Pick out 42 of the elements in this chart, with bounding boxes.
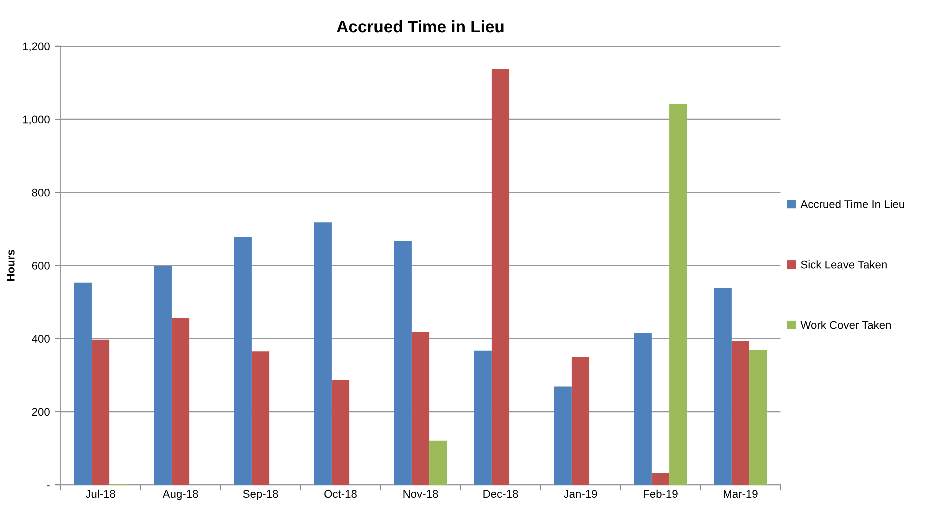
- x-tick-label: Nov-18: [404, 490, 438, 498]
- legend-label: Sick Leave Taken: [801, 260, 887, 269]
- bar: [234, 237, 252, 486]
- y-tick-label: -: [47, 486, 50, 487]
- y-tick-label: 200: [32, 408, 50, 416]
- bar: [492, 69, 510, 486]
- bar: [412, 332, 430, 486]
- x-tick-label: Jan-19: [564, 490, 598, 498]
- bar: [732, 341, 750, 486]
- x-tick-label: Sep-18: [243, 490, 278, 500]
- legend-label: Work Cover Taken: [800, 321, 891, 330]
- bar: [554, 386, 572, 486]
- bar: [394, 241, 412, 486]
- bar: [74, 282, 92, 486]
- y-tick-label: 1,000: [23, 116, 50, 125]
- x-tick-label: Aug-18: [162, 490, 198, 500]
- y-tick-label: 1,200: [23, 42, 50, 52]
- bar: [670, 104, 688, 486]
- x-tick-label: Oct-18: [324, 490, 357, 498]
- chart-title: Accrued Time in Lieu: [337, 20, 504, 33]
- bar: [714, 288, 732, 486]
- x-tick-label: Jul-18: [86, 490, 116, 498]
- bar: [92, 340, 110, 486]
- bar: [430, 440, 448, 486]
- x-tick-label: Mar-19: [724, 490, 758, 498]
- y-axis-title: Hours: [7, 250, 15, 282]
- legend-label: Accrued Time In Lieu: [800, 200, 904, 208]
- bar: [172, 318, 190, 486]
- bar: [154, 266, 172, 486]
- bar: [252, 352, 270, 486]
- bar: [572, 357, 590, 486]
- bar: [332, 380, 350, 486]
- x-tick-label: Feb-19: [644, 490, 678, 498]
- y-tick-label: 400: [32, 335, 50, 343]
- bar: [634, 333, 652, 486]
- y-tick-label: 600: [32, 262, 50, 270]
- bar: [652, 473, 670, 486]
- y-tick-label: 800: [32, 188, 50, 197]
- bar: [314, 222, 332, 486]
- bar: [474, 350, 492, 486]
- bar: [750, 350, 768, 486]
- x-tick-label: Dec-18: [484, 490, 518, 498]
